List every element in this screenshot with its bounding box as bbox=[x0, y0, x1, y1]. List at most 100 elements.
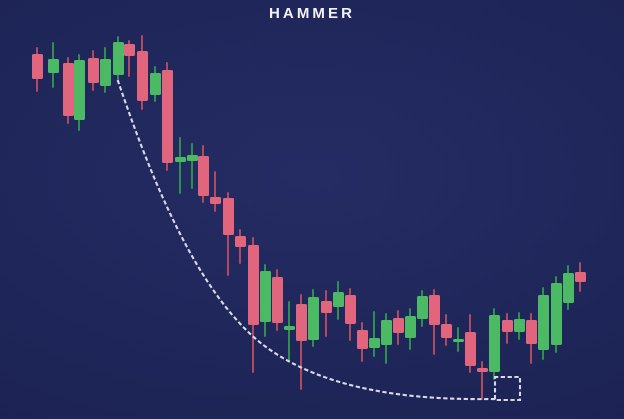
candle-body bbox=[99, 59, 111, 86]
candle-body bbox=[488, 315, 500, 372]
candle-body bbox=[112, 42, 124, 75]
candle-body bbox=[123, 44, 135, 56]
candlestick-bearish bbox=[464, 314, 476, 373]
candlestick-bullish bbox=[368, 311, 380, 357]
candlestick-bullish bbox=[550, 276, 562, 353]
candlestick-bullish bbox=[488, 308, 500, 380]
candle-body bbox=[186, 155, 198, 161]
candle-body bbox=[136, 51, 148, 101]
candle-body bbox=[197, 156, 209, 196]
candle-body bbox=[368, 338, 380, 348]
candlestick-bullish bbox=[149, 66, 161, 102]
candle-body bbox=[501, 320, 513, 332]
candlestick-bullish bbox=[537, 287, 549, 360]
candlestick-bearish bbox=[392, 310, 404, 345]
candle-body bbox=[161, 70, 173, 163]
candle-body bbox=[428, 295, 440, 325]
candlestick-bullish bbox=[259, 264, 271, 337]
candlestick-bearish bbox=[320, 290, 332, 337]
candle-body bbox=[344, 295, 356, 324]
candlestick-bullish bbox=[47, 42, 59, 88]
candle-body bbox=[404, 316, 416, 338]
candle-body bbox=[380, 320, 392, 345]
candlestick-bearish bbox=[271, 269, 283, 331]
candle-body bbox=[307, 297, 319, 340]
candlestick-bullish bbox=[307, 289, 319, 347]
candle-body bbox=[476, 368, 488, 372]
candlestick-bullish bbox=[562, 265, 574, 310]
candlestick-bullish bbox=[186, 143, 198, 189]
candlestick-bullish bbox=[513, 312, 525, 340]
candlestick-bearish bbox=[574, 262, 586, 292]
candle-body bbox=[332, 292, 344, 307]
candlestick-bullish bbox=[452, 327, 464, 352]
candlestick-bearish bbox=[476, 361, 488, 400]
candle-body bbox=[259, 271, 271, 322]
candlestick-bearish bbox=[356, 322, 368, 362]
candlestick-bearish bbox=[31, 47, 43, 92]
candle-body bbox=[47, 59, 59, 73]
candlestick-bearish bbox=[161, 62, 173, 171]
candlestick-bearish bbox=[123, 40, 135, 77]
candlestick-bullish bbox=[73, 54, 85, 131]
candlestick-bearish bbox=[344, 288, 356, 341]
candle-body bbox=[31, 54, 43, 79]
candlestick-bullish bbox=[416, 290, 428, 327]
candle-body bbox=[513, 319, 525, 332]
candle-body bbox=[537, 295, 549, 350]
candle-wick bbox=[481, 361, 483, 400]
candlestick-bullish bbox=[283, 301, 295, 362]
candlestick-bearish bbox=[222, 192, 234, 276]
candlestick-bearish bbox=[525, 313, 537, 364]
candle-body bbox=[574, 272, 586, 282]
candle-body bbox=[222, 198, 234, 235]
candle-body bbox=[562, 273, 574, 303]
candle-wick bbox=[128, 40, 130, 77]
candle-wick bbox=[288, 301, 290, 362]
candlestick-bearish bbox=[62, 57, 74, 124]
candle-body bbox=[550, 283, 562, 345]
candle-body bbox=[440, 324, 452, 338]
candle-body bbox=[416, 296, 428, 319]
candle-body bbox=[73, 60, 85, 120]
candle-body bbox=[87, 58, 99, 83]
page-title: HAMMER bbox=[268, 5, 356, 22]
candle-wick bbox=[179, 137, 181, 194]
candle-body bbox=[283, 326, 295, 330]
candlestick-bearish bbox=[197, 145, 209, 203]
candle-wick bbox=[191, 143, 193, 189]
candle-body bbox=[247, 245, 259, 325]
candle-body bbox=[271, 277, 283, 323]
candlestick-bullish bbox=[174, 137, 186, 194]
candlestick-bullish bbox=[99, 47, 111, 93]
candlestick-bearish bbox=[87, 50, 99, 91]
candlestick-bearish bbox=[440, 314, 452, 346]
candle-body bbox=[392, 318, 404, 333]
candle-wick bbox=[214, 171, 216, 212]
candlestick-bearish bbox=[209, 171, 221, 212]
candle-body bbox=[525, 320, 537, 344]
candle-body bbox=[149, 73, 161, 95]
candle-body bbox=[452, 339, 464, 342]
candle-wick bbox=[325, 290, 327, 337]
candlestick-bearish bbox=[501, 313, 513, 344]
candle-body bbox=[464, 332, 476, 366]
candle-body bbox=[62, 63, 74, 116]
candle-body bbox=[234, 236, 246, 247]
candlestick-bullish bbox=[404, 308, 416, 350]
candlestick-bullish bbox=[332, 281, 344, 320]
candlestick-bearish bbox=[136, 35, 148, 110]
candlestick-bearish bbox=[428, 289, 440, 355]
candle-body bbox=[295, 304, 307, 341]
candle-body bbox=[174, 157, 186, 162]
candlestick-bearish bbox=[295, 294, 307, 390]
candle-body bbox=[209, 197, 221, 204]
candlestick-bearish bbox=[234, 229, 246, 264]
candlestick-bearish bbox=[247, 237, 259, 373]
candlestick-bullish bbox=[112, 36, 124, 80]
candle-body bbox=[356, 330, 368, 349]
candlestick-bullish bbox=[380, 313, 392, 364]
candle-body bbox=[320, 301, 332, 313]
